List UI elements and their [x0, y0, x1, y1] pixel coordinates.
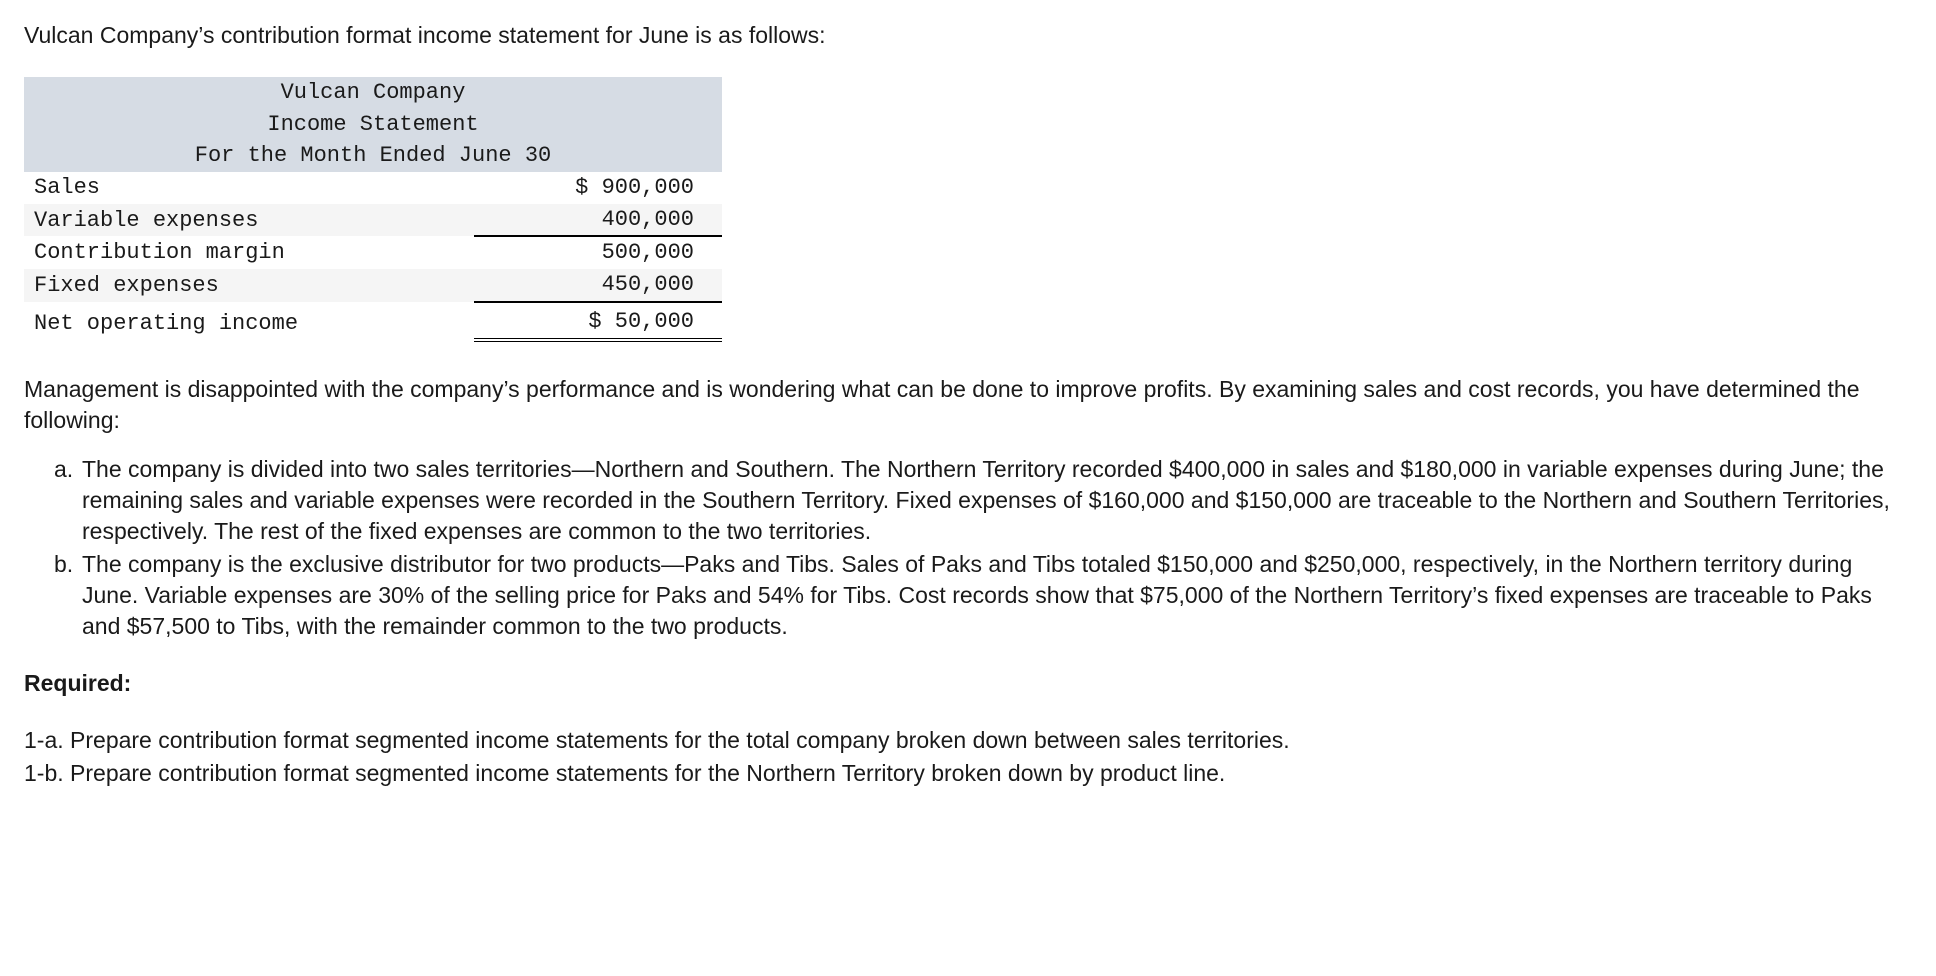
income-statement: Vulcan Company Income Statement For the …	[24, 77, 1912, 342]
management-para: Management is disappointed with the comp…	[24, 374, 1912, 436]
requirement-1b: 1-b. Prepare contribution format segment…	[24, 758, 1912, 789]
info-list: a. The company is divided into two sales…	[24, 454, 1912, 642]
list-text-a: The company is divided into two sales te…	[82, 454, 1912, 547]
stmt-header-title: Income Statement	[24, 109, 722, 141]
row-noi-label: Net operating income	[24, 302, 474, 340]
row-varexp-label: Variable expenses	[24, 204, 474, 237]
row-cm-label: Contribution margin	[24, 236, 474, 269]
row-noi-value: $ 50,000	[474, 302, 722, 340]
row-varexp-value: 400,000	[474, 204, 722, 237]
stmt-header-company: Vulcan Company	[24, 77, 722, 109]
row-fixexp-value: 450,000	[474, 269, 722, 302]
row-sales-label: Sales	[24, 172, 474, 204]
income-statement-table: Vulcan Company Income Statement For the …	[24, 77, 722, 342]
list-item-b: b. The company is the exclusive distribu…	[54, 549, 1912, 642]
requirement-1a: 1-a. Prepare contribution format segment…	[24, 725, 1912, 756]
stmt-header-period: For the Month Ended June 30	[24, 140, 722, 172]
required-heading: Required:	[24, 668, 1912, 699]
list-marker-b: b.	[54, 549, 82, 642]
list-item-a: a. The company is divided into two sales…	[54, 454, 1912, 547]
row-fixexp-label: Fixed expenses	[24, 269, 474, 302]
list-text-b: The company is the exclusive distributor…	[82, 549, 1912, 642]
row-cm-value: 500,000	[474, 236, 722, 269]
intro-text: Vulcan Company’s contribution format inc…	[24, 20, 1912, 51]
list-marker-a: a.	[54, 454, 82, 547]
row-sales-value: $ 900,000	[474, 172, 722, 204]
